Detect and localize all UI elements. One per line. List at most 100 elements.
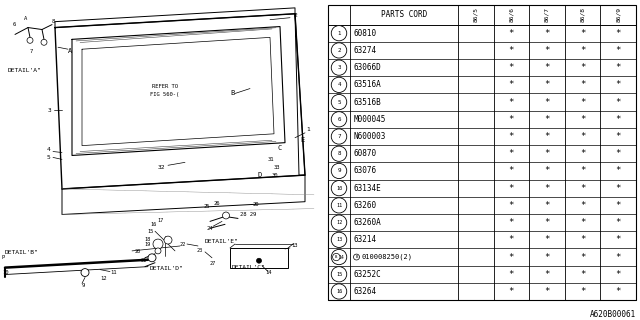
Text: 22: 22 — [180, 242, 186, 246]
Text: D: D — [258, 172, 262, 178]
Text: 12: 12 — [336, 220, 342, 225]
Circle shape — [332, 249, 347, 265]
Text: 8: 8 — [337, 151, 340, 156]
Text: *: * — [509, 63, 514, 72]
Circle shape — [353, 254, 360, 260]
Circle shape — [332, 60, 347, 75]
Text: DETAIL'A": DETAIL'A" — [8, 68, 42, 73]
Text: *: * — [580, 132, 586, 141]
Text: 1: 1 — [337, 31, 340, 36]
Text: 63066D: 63066D — [354, 63, 381, 72]
Text: 7: 7 — [30, 49, 33, 54]
Text: *: * — [509, 201, 514, 210]
Text: 63264: 63264 — [354, 287, 377, 296]
Text: 13: 13 — [291, 244, 298, 248]
Text: 23: 23 — [197, 248, 204, 253]
Text: *: * — [544, 166, 550, 175]
Circle shape — [332, 94, 347, 110]
Circle shape — [332, 77, 347, 92]
Circle shape — [153, 239, 163, 249]
Text: PARTS CORD: PARTS CORD — [381, 10, 427, 19]
Circle shape — [257, 258, 262, 263]
Text: 27: 27 — [210, 261, 216, 266]
Text: *: * — [580, 184, 586, 193]
Text: *: * — [616, 115, 621, 124]
Text: A: A — [68, 48, 72, 54]
Circle shape — [332, 232, 347, 247]
Text: *: * — [544, 287, 550, 296]
Text: 14: 14 — [339, 254, 344, 260]
Text: 12: 12 — [100, 276, 106, 281]
Circle shape — [332, 26, 347, 41]
Circle shape — [332, 180, 347, 196]
Text: E: E — [300, 137, 304, 143]
Text: *: * — [580, 201, 586, 210]
Text: 25: 25 — [204, 204, 211, 209]
Circle shape — [332, 163, 347, 179]
Text: 63214: 63214 — [354, 235, 377, 244]
Circle shape — [41, 39, 47, 45]
Text: 31: 31 — [268, 157, 275, 162]
Text: *: * — [544, 132, 550, 141]
Text: 9: 9 — [337, 168, 340, 173]
Text: FIG 560-(: FIG 560-( — [150, 92, 180, 97]
Text: *: * — [509, 80, 514, 89]
Text: *: * — [580, 80, 586, 89]
Text: 6: 6 — [13, 22, 16, 27]
Text: B: B — [335, 255, 337, 259]
Circle shape — [155, 248, 161, 254]
Circle shape — [333, 253, 340, 261]
Text: *: * — [544, 149, 550, 158]
Text: 7: 7 — [337, 134, 340, 139]
Text: *: * — [509, 98, 514, 107]
Text: *: * — [544, 201, 550, 210]
Text: 63252C: 63252C — [354, 270, 381, 279]
Text: 9: 9 — [82, 283, 85, 288]
Text: 11: 11 — [336, 203, 342, 208]
Text: 11: 11 — [110, 270, 116, 275]
Text: *: * — [509, 166, 514, 175]
Text: 26: 26 — [214, 201, 221, 206]
Text: 32: 32 — [158, 165, 166, 170]
Text: 14: 14 — [265, 270, 271, 275]
Text: *: * — [544, 252, 550, 261]
Text: *: * — [580, 63, 586, 72]
Text: 4: 4 — [47, 147, 51, 152]
Text: *: * — [509, 115, 514, 124]
Text: *: * — [580, 287, 586, 296]
Circle shape — [332, 146, 347, 161]
Text: 18: 18 — [144, 236, 150, 242]
Text: *: * — [616, 29, 621, 38]
Text: *: * — [616, 166, 621, 175]
Text: 16: 16 — [336, 289, 342, 294]
Circle shape — [332, 198, 347, 213]
Circle shape — [148, 254, 156, 262]
Text: 63260A: 63260A — [354, 218, 381, 227]
Text: 30: 30 — [272, 172, 278, 178]
Text: 10: 10 — [336, 186, 342, 191]
Text: B: B — [230, 91, 234, 96]
Text: DETAIL'C": DETAIL'C" — [232, 265, 266, 270]
Text: REFER TO: REFER TO — [152, 84, 178, 89]
Text: P: P — [2, 255, 5, 260]
Text: DETAIL'B": DETAIL'B" — [5, 250, 39, 255]
Text: A: A — [24, 16, 28, 21]
Text: 10: 10 — [2, 270, 8, 275]
Text: 15: 15 — [147, 229, 153, 234]
Text: 3: 3 — [48, 108, 52, 113]
Circle shape — [223, 212, 230, 219]
Circle shape — [332, 284, 347, 299]
Text: 86/6: 86/6 — [509, 7, 514, 22]
Text: 86/7: 86/7 — [545, 7, 550, 22]
Text: *: * — [580, 98, 586, 107]
Text: *: * — [580, 46, 586, 55]
Text: DETAIL'E": DETAIL'E" — [205, 238, 239, 244]
Text: 28 29: 28 29 — [240, 212, 256, 217]
Text: *: * — [544, 80, 550, 89]
Text: *: * — [509, 132, 514, 141]
Text: 33: 33 — [274, 165, 280, 170]
Circle shape — [164, 236, 172, 244]
Text: *: * — [616, 80, 621, 89]
Text: 63076: 63076 — [354, 166, 377, 175]
Text: B: B — [355, 255, 358, 259]
